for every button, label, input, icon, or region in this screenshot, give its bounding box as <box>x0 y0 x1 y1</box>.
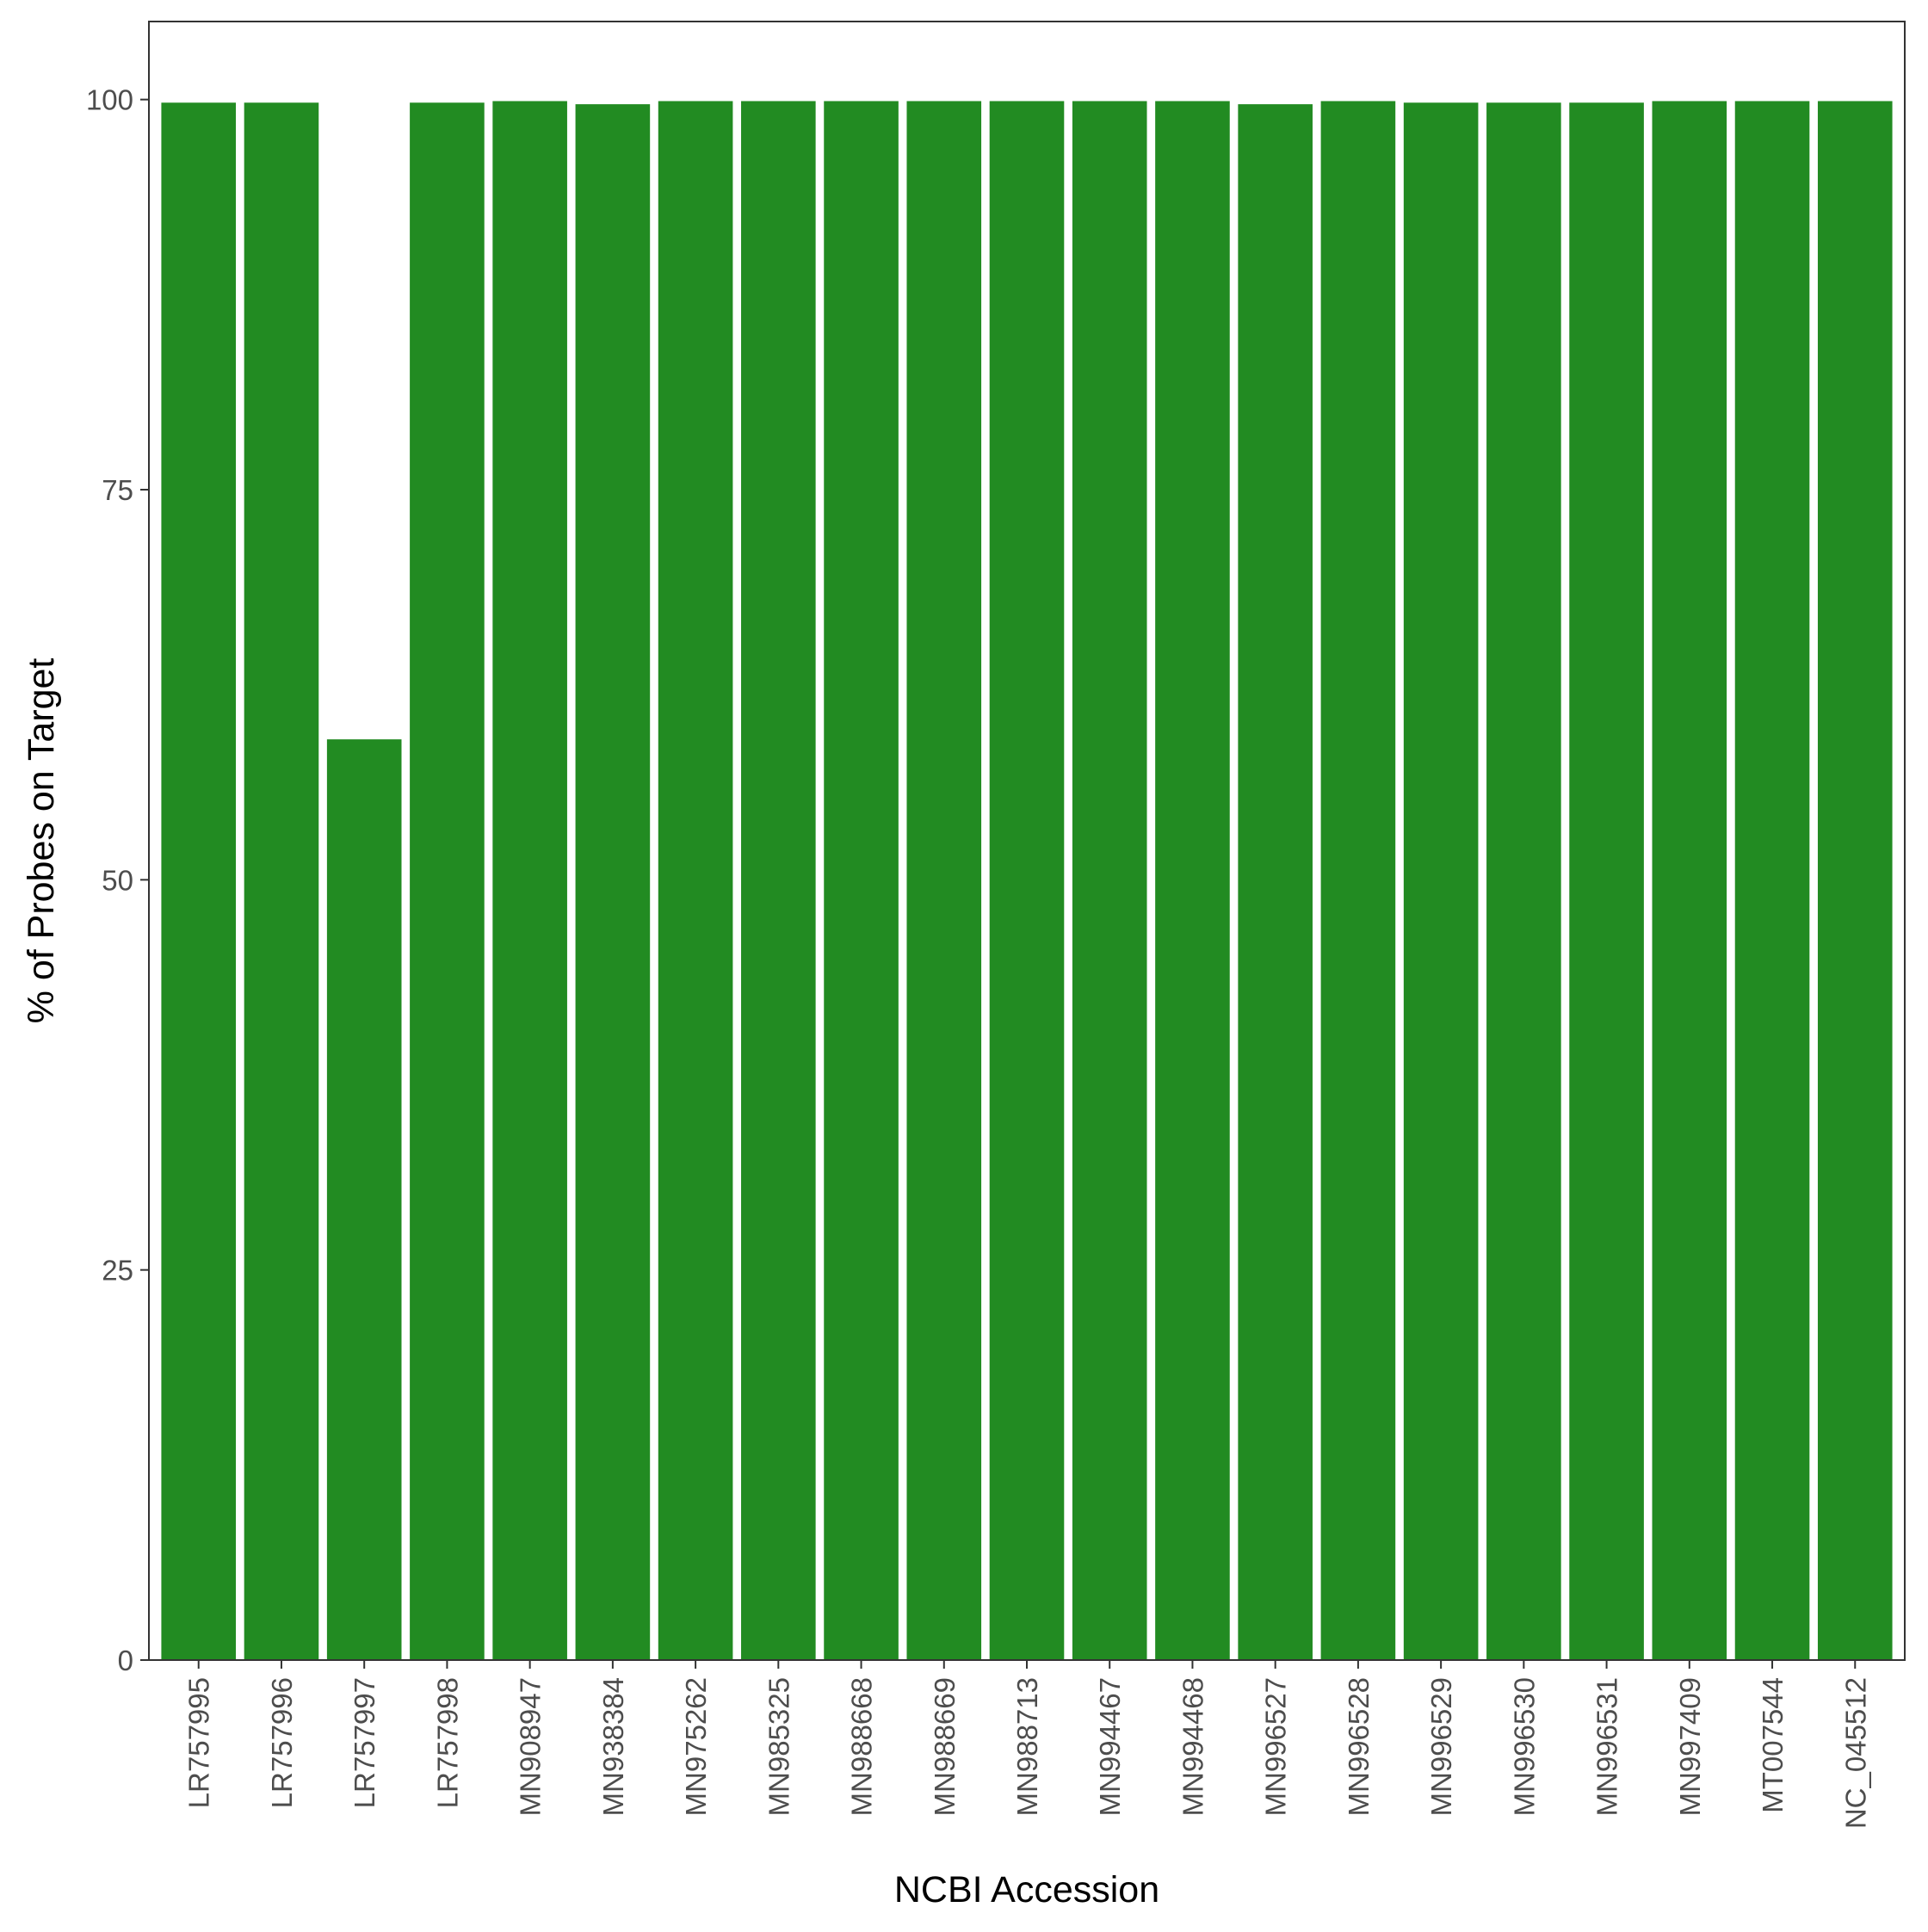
y-tick-label: 100 <box>86 84 133 116</box>
x-tick-label: MN994468 <box>1177 1677 1208 1816</box>
x-tick-label: MN997409 <box>1674 1677 1706 1816</box>
bar-mn985325 <box>741 101 816 1661</box>
y-tick-label: 50 <box>102 864 133 896</box>
bar-mn996530 <box>1486 102 1561 1660</box>
bar-mn994467 <box>1072 101 1147 1661</box>
y-tick-label: 75 <box>102 474 133 506</box>
bar-mn988668 <box>824 101 899 1661</box>
bar-lr757996 <box>244 102 319 1660</box>
x-tick-label: MN985325 <box>763 1677 794 1816</box>
x-tick-label: LR757998 <box>431 1677 463 1808</box>
x-tick-label: MN996530 <box>1508 1677 1540 1816</box>
bars-layer <box>161 101 1893 1661</box>
y-axis: 0 25 50 75 100 <box>86 84 149 1676</box>
x-tick-label: LR757996 <box>266 1677 298 1808</box>
x-tick-label: MN908947 <box>515 1677 547 1816</box>
bar-mn997409 <box>1652 101 1727 1661</box>
bar-lr757997 <box>326 739 402 1660</box>
bar-mn908947 <box>492 101 567 1661</box>
bar-mn996529 <box>1403 102 1479 1660</box>
bar-lr757998 <box>410 102 485 1660</box>
bar-mn996527 <box>1238 104 1313 1661</box>
x-tick-label: MN996531 <box>1591 1677 1623 1816</box>
y-tick-label: 25 <box>102 1255 133 1287</box>
y-axis-title: % of Probes on Target <box>21 658 62 1024</box>
x-tick-label: LR757995 <box>183 1677 215 1808</box>
x-tick-label: MN996527 <box>1260 1677 1292 1816</box>
x-tick-label: MN938384 <box>597 1677 629 1816</box>
y-tick-label: 0 <box>118 1645 133 1676</box>
bar-mt007544 <box>1734 101 1810 1661</box>
x-tick-label: MN988668 <box>846 1677 878 1816</box>
x-tick-label: MN994467 <box>1094 1677 1126 1816</box>
bar-mn994468 <box>1155 101 1230 1661</box>
x-tick-label: LR757997 <box>349 1677 380 1808</box>
x-tick-label: MN996528 <box>1343 1677 1375 1816</box>
bar-lr757995 <box>161 102 237 1660</box>
bar-mn988713 <box>989 101 1065 1661</box>
bar-mn938384 <box>575 104 651 1661</box>
x-tick-label: MT007544 <box>1757 1677 1789 1813</box>
bar-mn975262 <box>658 101 733 1661</box>
bar-mn996528 <box>1320 101 1396 1661</box>
x-tick-label: MN988713 <box>1011 1677 1043 1816</box>
bar-nc-045512 <box>1817 101 1893 1661</box>
x-tick-label: MN988669 <box>929 1677 961 1816</box>
x-axis-title: NCBI Accession <box>894 1869 1159 1910</box>
x-tick-label: MN975262 <box>680 1677 712 1816</box>
bar-mn988669 <box>906 101 982 1661</box>
x-tick-label: NC_045512 <box>1839 1677 1871 1829</box>
bar-mn996531 <box>1569 102 1644 1660</box>
x-axis: LR757995 LR757996 LR757997 LR757998 MN908947… <box>183 1660 1871 1829</box>
x-tick-label: MN996529 <box>1425 1677 1457 1816</box>
